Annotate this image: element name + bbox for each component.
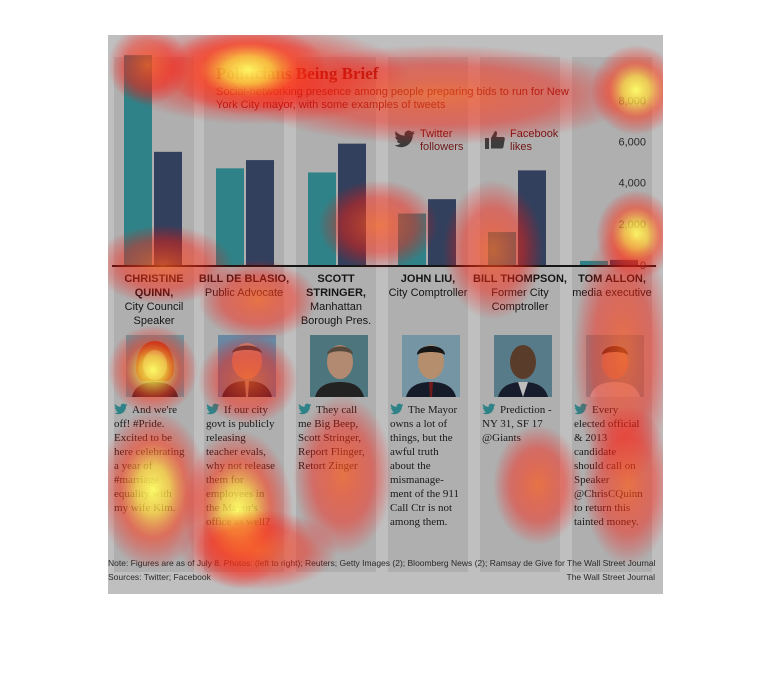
photo-allon <box>586 335 644 397</box>
twitter-bird-icon <box>482 403 496 415</box>
politician-role: City Council Speaker <box>124 301 184 327</box>
bar-twitter-2 <box>308 172 336 265</box>
bar-facebook-1 <box>246 160 274 265</box>
bar-twitter-4 <box>488 232 516 265</box>
politician-role: Former City Comptroller <box>491 287 549 313</box>
y-tick-label: 8,000 <box>618 95 646 107</box>
politician-name: JOHN LIU, <box>400 273 456 285</box>
chart-title: Politicians Being Brief <box>216 64 379 83</box>
legend-facebook-label: Facebook likes <box>510 128 559 153</box>
infographic: 0 2,000 4,000 6,000 8,000 Politicians Being … <box>108 35 663 594</box>
bar-facebook-2 <box>338 143 366 265</box>
politician-role: Public Advocate <box>204 287 284 299</box>
twitter-bird-icon <box>206 403 220 415</box>
legend-twitter: Twitter followers <box>394 128 484 158</box>
politician-name-quinn: CHRISTINE QUINN, City Council Speaker <box>108 272 202 328</box>
footnote: Note: Figures are as of July 8. Photos: … <box>108 558 656 568</box>
bar-facebook-5 <box>610 259 638 265</box>
bar-twitter-0 <box>124 55 152 265</box>
politician-name-liu: JOHN LIU, City Comptroller <box>380 272 476 300</box>
tweet-thompson: Prediction - NY 31, SF 17 @Giants <box>482 403 556 445</box>
y-tick-label: 4,000 <box>618 178 646 190</box>
tweet-liu: The Mayor owns a lot of things, but the … <box>390 403 464 529</box>
twitter-bird-icon <box>394 130 415 148</box>
photo-stringer <box>310 335 368 397</box>
photo-quinn <box>126 335 184 397</box>
politician-name: TOM ALLON, <box>578 273 646 285</box>
politician-name-thompson: BILL THOMPSON, Former City Comptroller <box>472 272 568 314</box>
twitter-bird-icon <box>390 403 404 415</box>
tweet-text: And we're off! #Pride. Excited to be her… <box>114 404 185 514</box>
tweet-quinn: And we're off! #Pride. Excited to be her… <box>114 403 188 515</box>
sources-line: Sources: Twitter; Facebook <box>108 572 211 582</box>
twitter-bird-icon <box>298 403 312 415</box>
politician-name-allon: TOM ALLON, media executive <box>564 272 660 300</box>
tweet-deblasio: If our city govt is publicly releasing t… <box>206 403 280 529</box>
y-tick-label: 6,000 <box>618 137 646 149</box>
photo-thompson <box>494 335 552 397</box>
bar-twitter-5 <box>580 260 608 265</box>
thumbs-up-icon <box>485 131 505 149</box>
politician-role: Manhattan Borough Pres. <box>300 301 372 327</box>
bar-chart: 0 2,000 4,000 6,000 8,000 <box>112 55 656 270</box>
chart-subtitle: Social-networking presence among people … <box>216 86 569 111</box>
bar-twitter-3 <box>398 213 426 265</box>
y-tick-label: 2,000 <box>618 219 646 231</box>
photo-liu <box>402 335 460 397</box>
tweet-text: If our city govt is publicly releasing t… <box>206 404 276 528</box>
politician-role: City Comptroller <box>388 287 468 299</box>
twitter-bird-icon <box>574 403 588 415</box>
bar-facebook-4 <box>518 170 546 265</box>
politician-name: BILL THOMPSON, <box>473 273 567 285</box>
legend-facebook: Facebook likes <box>484 128 574 158</box>
y-tick-label: 0 <box>640 260 646 270</box>
politician-name-stringer: SCOTT STRINGER, Manhattan Borough Pres. <box>288 272 384 328</box>
bar-twitter-1 <box>216 168 244 265</box>
tweet-text: The Mayor owns a lot of things, but the … <box>390 404 459 528</box>
politician-name: CHRISTINE QUINN, <box>124 273 184 299</box>
politician-name-deblasio: BILL DE BLASIO, Public Advocate <box>196 272 292 300</box>
politician-role: media executive <box>572 287 652 299</box>
photo-deblasio <box>218 335 276 397</box>
bar-facebook-0 <box>154 151 182 265</box>
politician-name: SCOTT STRINGER, <box>306 273 366 299</box>
tweet-text: Every elected official & 2013 candidate … <box>574 404 643 528</box>
credit-line: The Wall Street Journal <box>566 572 656 582</box>
politician-name: BILL DE BLASIO, <box>198 273 290 285</box>
bar-facebook-3 <box>428 199 456 265</box>
tweet-allon: Every elected official & 2013 candidate … <box>574 403 648 529</box>
tweet-stringer: They call me Big Beep, Scott Stringer, R… <box>298 403 372 473</box>
legend-twitter-label: Twitter followers <box>420 128 464 153</box>
twitter-bird-icon <box>114 403 128 415</box>
